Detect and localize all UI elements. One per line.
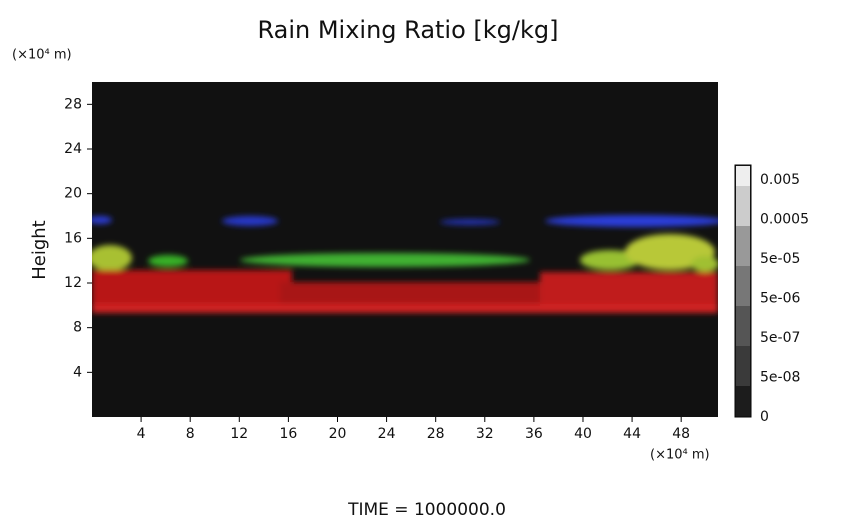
colorbar-label: 0.005 [760,172,800,188]
colorbar-label: 0 [760,409,769,425]
y-tick-label: 8 [73,320,82,336]
plot-area [92,82,718,417]
x-tick-label: 28 [427,426,445,442]
colorbar-label: 5e-08 [760,370,800,386]
x-tick-label: 16 [279,426,297,442]
y-tick-label: 4 [73,364,82,380]
x-unit: (×10⁴ m) [650,448,710,463]
x-tick-label: 20 [329,426,347,442]
colorbar-bands [736,166,750,416]
x-tick-label: 40 [574,426,592,442]
y-tick-label: 24 [64,141,82,157]
y-axis-label: Height [29,220,50,280]
colorbar-label: 5e-05 [760,251,800,267]
chart-title: Rain Mixing Ratio [kg/kg] [257,16,558,44]
x-tick-label: 36 [525,426,543,442]
y-tick-label: 28 [64,96,82,112]
colorbar-label: 0.0005 [760,212,809,228]
y-tick-label: 20 [64,186,82,202]
x-tick-label: 32 [476,426,494,442]
x-tick-label: 24 [378,426,396,442]
y-unit: (×10⁴ m) [12,48,72,63]
time-label: TIME = 1000000.0 [347,500,506,519]
y-tick-label: 16 [64,230,82,246]
y-tick-label: 12 [64,275,82,291]
x-tick-label: 48 [672,426,690,442]
x-tick-label: 4 [137,426,146,442]
rain-volume [92,215,718,313]
x-tick-label: 44 [623,426,641,442]
colorbar-label: 5e-07 [760,330,800,346]
colorbar-label: 5e-06 [760,291,800,307]
x-tick-label: 12 [230,426,248,442]
x-tick-label: 8 [186,426,195,442]
